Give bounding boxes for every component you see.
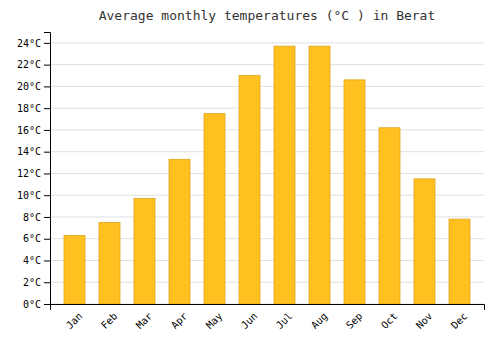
x-tick: Jul: [274, 310, 295, 331]
y-tick: 16°C: [17, 125, 50, 136]
bar: [414, 179, 435, 304]
y-tick-label: 2°C: [23, 277, 41, 288]
y-tick-label: 18°C: [17, 103, 41, 114]
y-tick-label: 10°C: [17, 190, 41, 201]
x-tick-label: Oct: [379, 310, 400, 331]
bar: [99, 222, 120, 304]
bar: [449, 219, 470, 304]
x-tick: May: [204, 310, 225, 331]
y-tick-label: 20°C: [17, 81, 41, 92]
x-tick: Apr: [169, 310, 190, 331]
grid-line: [50, 64, 484, 65]
chart-svg: 0°C 2°C 4°C 6°C 8°C 10°C 12°C 14°C 16°C 18°C 20°C 2…: [0, 0, 500, 350]
bars: [64, 46, 470, 304]
plot-area: 0°C 2°C 4°C 6°C 8°C 10°C 12°C 14°C 16°C 18°C 20°C 2…: [17, 33, 485, 331]
y-tick-label: 14°C: [17, 146, 41, 157]
y-tick: 24°C: [17, 38, 50, 49]
x-tick: Aug: [309, 310, 330, 331]
y-tick-mark: [44, 195, 50, 196]
y-tick-mark: [44, 173, 50, 174]
x-tick: Dec: [449, 310, 470, 331]
x-tick: Jun: [239, 310, 260, 331]
bar: [309, 46, 330, 304]
y-tick-mark: [44, 304, 50, 305]
y-tick: 12°C: [17, 168, 50, 179]
bar: [344, 80, 365, 304]
bar: [169, 159, 190, 304]
y-tick-mark: [44, 152, 50, 153]
bar: [239, 76, 260, 304]
grid-line: [50, 86, 484, 87]
y-tick-mark: [44, 86, 50, 87]
y-tick: 14°C: [17, 146, 50, 157]
y-tick: 4°C: [23, 255, 50, 266]
title: Average monthly temperatures (°C ) in Be…: [99, 8, 436, 23]
x-tick-label: Mar: [134, 310, 155, 331]
y-tick-label: 4°C: [23, 255, 41, 266]
x-axis: Jan Feb Mar Apr May Jun Jul Aug Sep Oct Nov Dec: [51, 305, 485, 331]
bar: [204, 114, 225, 304]
grid: [50, 43, 484, 304]
grid-line: [50, 42, 484, 43]
y-tick: 0°C: [23, 299, 50, 310]
y-tick-mark: [44, 65, 50, 66]
y-tick-mark: [44, 260, 50, 261]
x-tick: Feb: [99, 310, 120, 331]
grid-line: [50, 129, 484, 130]
y-tick: 2°C: [23, 277, 50, 288]
y-tick-label: 16°C: [17, 125, 41, 136]
x-tick-label: Jun: [239, 310, 260, 331]
y-axis: 0°C 2°C 4°C 6°C 8°C 10°C 12°C 14°C 16°C 18°C 20°C 2…: [17, 33, 51, 310]
y-tick-label: 12°C: [17, 168, 41, 179]
y-tick-mark: [44, 239, 50, 240]
y-tick-mark: [44, 217, 50, 218]
y-tick-label: 6°C: [23, 233, 41, 244]
y-tick-mark: [44, 108, 50, 109]
y-tick: 10°C: [17, 190, 50, 201]
x-tick: Mar: [134, 310, 155, 331]
x-tick: Jan: [64, 310, 85, 331]
grid-line: [50, 108, 484, 109]
chart-container: 0°C 2°C 4°C 6°C 8°C 10°C 12°C 14°C 16°C 18°C 20°C 2…: [0, 0, 500, 350]
y-tick: 18°C: [17, 103, 50, 114]
x-tick: Sep: [344, 310, 365, 331]
x-tick-label: Sep: [344, 310, 365, 331]
x-tick: Nov: [414, 310, 435, 331]
y-tick: 6°C: [23, 233, 50, 244]
y-tick-mark: [44, 282, 50, 283]
y-tick-label: 8°C: [23, 212, 41, 223]
grid-line: [50, 173, 484, 174]
x-tick-label: Apr: [169, 310, 190, 331]
bar: [274, 46, 295, 304]
y-tick: 8°C: [23, 212, 50, 223]
y-tick-label: 22°C: [17, 59, 41, 70]
x-tick: Oct: [379, 310, 400, 331]
bar: [134, 198, 155, 304]
x-axis-line: [51, 305, 485, 311]
y-tick-mark: [44, 43, 50, 44]
y-tick-label: 24°C: [17, 38, 41, 49]
x-tick-label: Dec: [449, 310, 470, 331]
x-tick-label: Feb: [99, 310, 120, 331]
x-tick-label: Aug: [309, 310, 330, 331]
x-tick-label: Jul: [274, 310, 295, 331]
y-tick-label: 0°C: [23, 299, 41, 310]
y-tick-mark: [44, 130, 50, 131]
x-tick-label: Jan: [64, 310, 85, 331]
x-tick-label: May: [204, 310, 225, 331]
x-tick-label: Nov: [414, 310, 435, 331]
y-axis-line: [44, 33, 51, 305]
bar: [64, 235, 85, 304]
bar: [379, 128, 400, 304]
grid-line: [50, 151, 484, 152]
y-tick: 20°C: [17, 81, 50, 92]
y-tick: 22°C: [17, 59, 50, 70]
